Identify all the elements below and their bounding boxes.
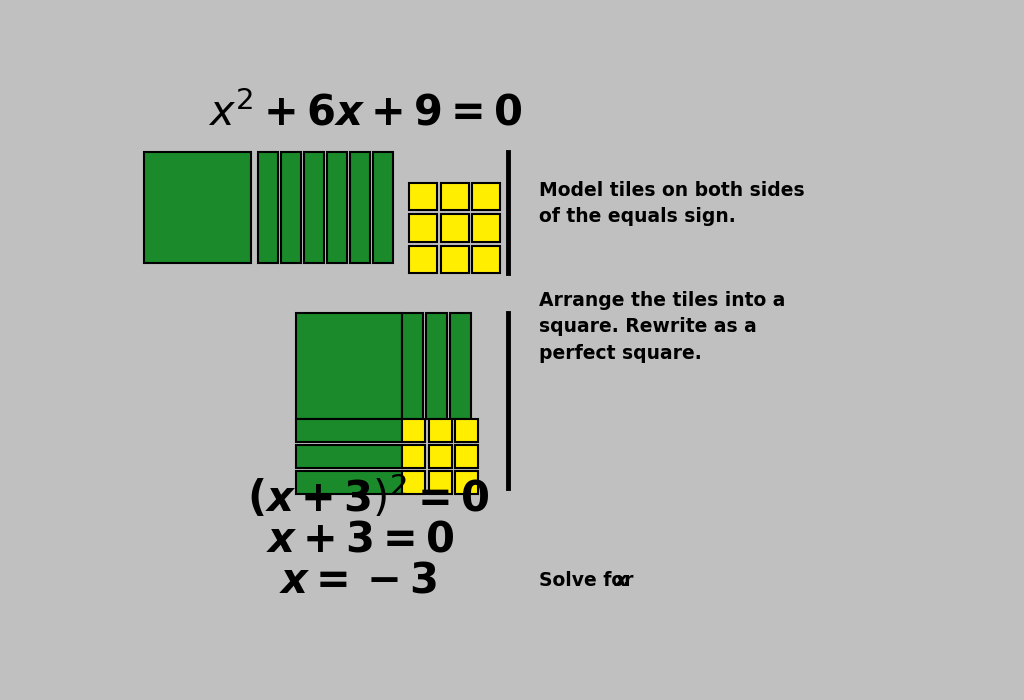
Bar [426, 313, 447, 419]
Bar [472, 246, 500, 274]
Text: Model tiles on both sides
of the equals sign.: Model tiles on both sides of the equals … [539, 181, 804, 226]
Text: $\boldsymbol{x^2+6x+9=0}$: $\boldsymbol{x^2+6x+9=0}$ [208, 92, 522, 134]
Bar [429, 445, 452, 468]
Text: $\boldsymbol{x=-3}$: $\boldsymbol{x=-3}$ [279, 560, 437, 602]
Bar [472, 214, 500, 241]
Bar [296, 471, 402, 494]
Bar [402, 419, 425, 442]
Bar [373, 152, 393, 263]
Bar [410, 183, 437, 210]
Bar [296, 445, 402, 468]
Bar [350, 152, 370, 263]
Bar [455, 471, 478, 494]
Bar [304, 152, 324, 263]
Bar [402, 471, 425, 494]
Bar [429, 419, 452, 442]
Text: Arrange the tiles into a
square. Rewrite as a
perfect square.: Arrange the tiles into a square. Rewrite… [539, 290, 785, 363]
Bar [258, 152, 278, 263]
Bar [472, 183, 500, 210]
Bar [410, 214, 437, 241]
Text: .: . [622, 571, 629, 590]
Bar [327, 152, 347, 263]
Text: $\boldsymbol{x}$: $\boldsymbol{x}$ [614, 571, 630, 590]
Bar [144, 152, 251, 263]
Bar [296, 419, 402, 442]
Bar [410, 246, 437, 274]
Text: $\boldsymbol{x+3=0}$: $\boldsymbol{x+3=0}$ [265, 519, 455, 561]
Bar [451, 313, 471, 419]
Text: $\boldsymbol{(x+3)^2=0}$: $\boldsymbol{(x+3)^2=0}$ [247, 474, 488, 522]
Bar [441, 246, 469, 274]
Bar [281, 152, 301, 263]
Bar [455, 419, 478, 442]
Bar [402, 445, 425, 468]
Bar [296, 313, 402, 419]
Bar [441, 183, 469, 210]
Bar [455, 445, 478, 468]
Bar [402, 313, 423, 419]
Text: Solve for: Solve for [539, 571, 640, 590]
Bar [441, 214, 469, 241]
Bar [429, 471, 452, 494]
